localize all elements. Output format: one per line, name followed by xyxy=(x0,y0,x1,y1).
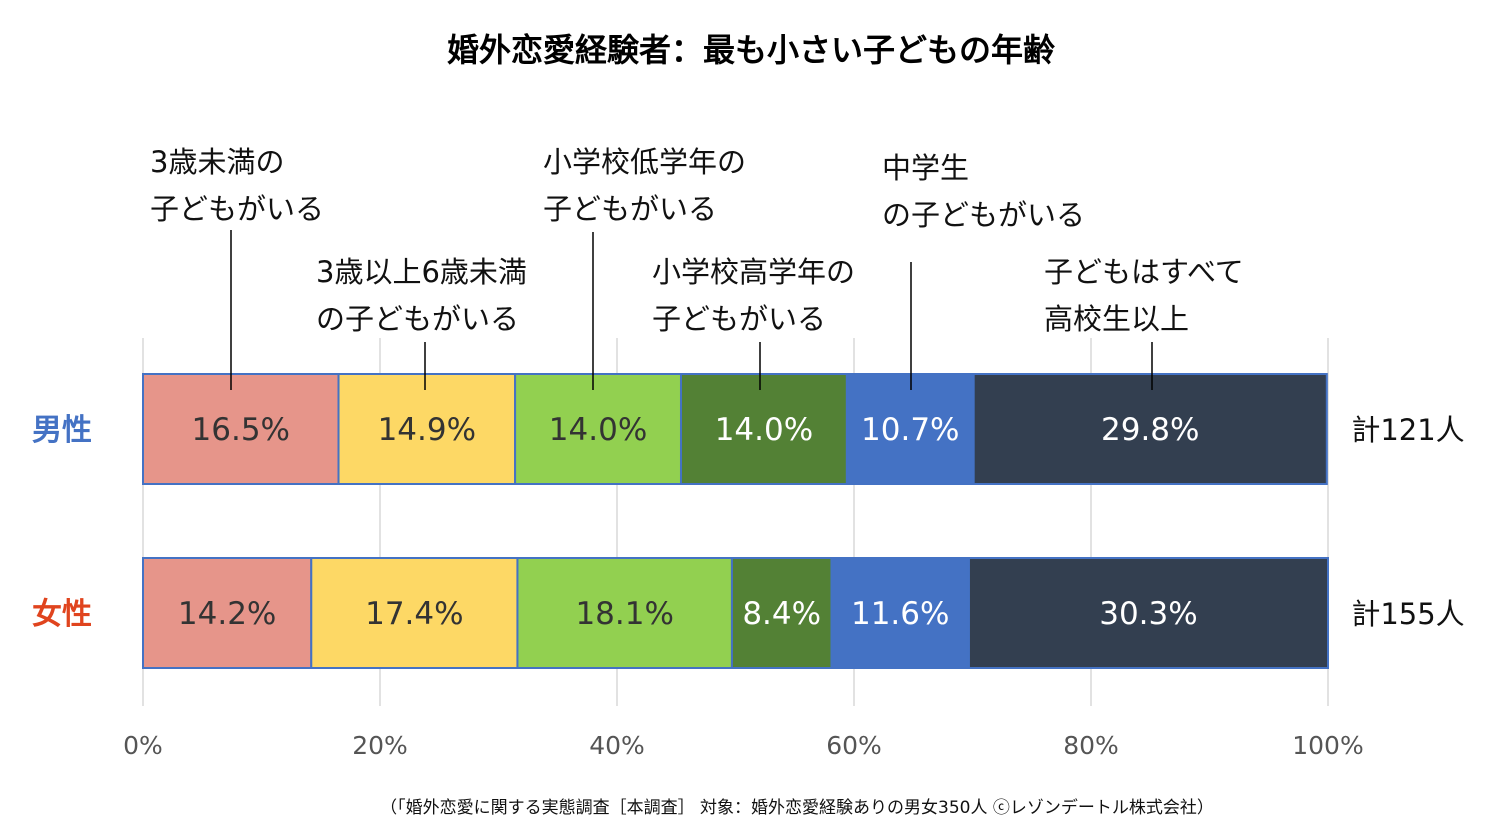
data-label: 14.0% xyxy=(715,412,813,448)
x-tick-label: 100% xyxy=(1292,731,1363,760)
data-label: 14.2% xyxy=(178,596,276,632)
x-axis: 0% 20% 40% 60% 80% 100% xyxy=(123,731,1364,760)
x-tick-label: 20% xyxy=(352,731,408,760)
data-label: 30.3% xyxy=(1099,596,1197,632)
category-annotation: 子どもがいる xyxy=(652,302,826,336)
category-annotation: 高校生以上 xyxy=(1044,302,1189,336)
x-tick-label: 0% xyxy=(123,731,163,760)
category-annotation: 3歳以上6歳未満 xyxy=(316,255,527,289)
x-tick-label: 80% xyxy=(1063,731,1119,760)
data-label: 29.8% xyxy=(1101,412,1199,448)
data-label: 8.4% xyxy=(742,596,821,632)
row-label: 女性 xyxy=(32,597,92,632)
category-annotation: 3歳未満の xyxy=(150,145,284,179)
row-label: 男性 xyxy=(32,413,92,448)
bar-segment xyxy=(142,373,340,485)
chart-title: 婚外恋愛経験者：最も小さい子どもの年齢 xyxy=(447,31,1055,69)
data-label: 14.9% xyxy=(378,412,476,448)
bar-segment xyxy=(679,373,848,485)
bar-segment xyxy=(830,557,970,669)
category-annotation: 小学校高学年の xyxy=(652,255,855,289)
bar-segment xyxy=(845,373,975,485)
data-label: 14.0% xyxy=(549,412,647,448)
category-annotation: 小学校低学年の xyxy=(543,145,746,179)
x-tick-label: 60% xyxy=(826,731,882,760)
bar-segment xyxy=(516,557,733,669)
source-note: （「婚外恋愛に関する実態調査［本調査］ 対象：婚外恋愛経験ありの男女350人 ⓒ… xyxy=(380,797,1214,818)
category-annotation: 子どもがいる xyxy=(543,192,717,226)
bar-segment xyxy=(967,557,1329,669)
category-annotation: の子どもがいる xyxy=(316,302,519,336)
category-annotation: 中学生 xyxy=(882,151,969,185)
data-label: 17.4% xyxy=(365,596,463,632)
category-annotation: の子どもがいる xyxy=(882,198,1085,232)
bar-segment xyxy=(142,557,313,669)
bars: 16.5% 14.9% 14.0% 14.0% 10.7% 29.8% 男性 計121人 14.… xyxy=(32,373,1465,669)
data-label: 18.1% xyxy=(575,596,673,632)
bar-segment xyxy=(972,373,1328,485)
data-label: 10.7% xyxy=(861,412,959,448)
category-annotation: 子どもはすべて xyxy=(1044,255,1244,289)
category-annotation: 子どもがいる xyxy=(150,192,324,226)
total-label: 計121人 xyxy=(1351,413,1464,447)
data-label: 16.5% xyxy=(192,412,290,448)
total-label: 計155人 xyxy=(1351,597,1464,631)
category-annotations: 3歳未満の子どもがいる3歳以上6歳未満の子どもがいる小学校低学年の子どもがいる小… xyxy=(150,145,1244,390)
bar-segment xyxy=(730,557,833,669)
x-tick-label: 40% xyxy=(589,731,645,760)
bar-segment xyxy=(310,557,519,669)
data-label: 11.6% xyxy=(851,596,949,632)
